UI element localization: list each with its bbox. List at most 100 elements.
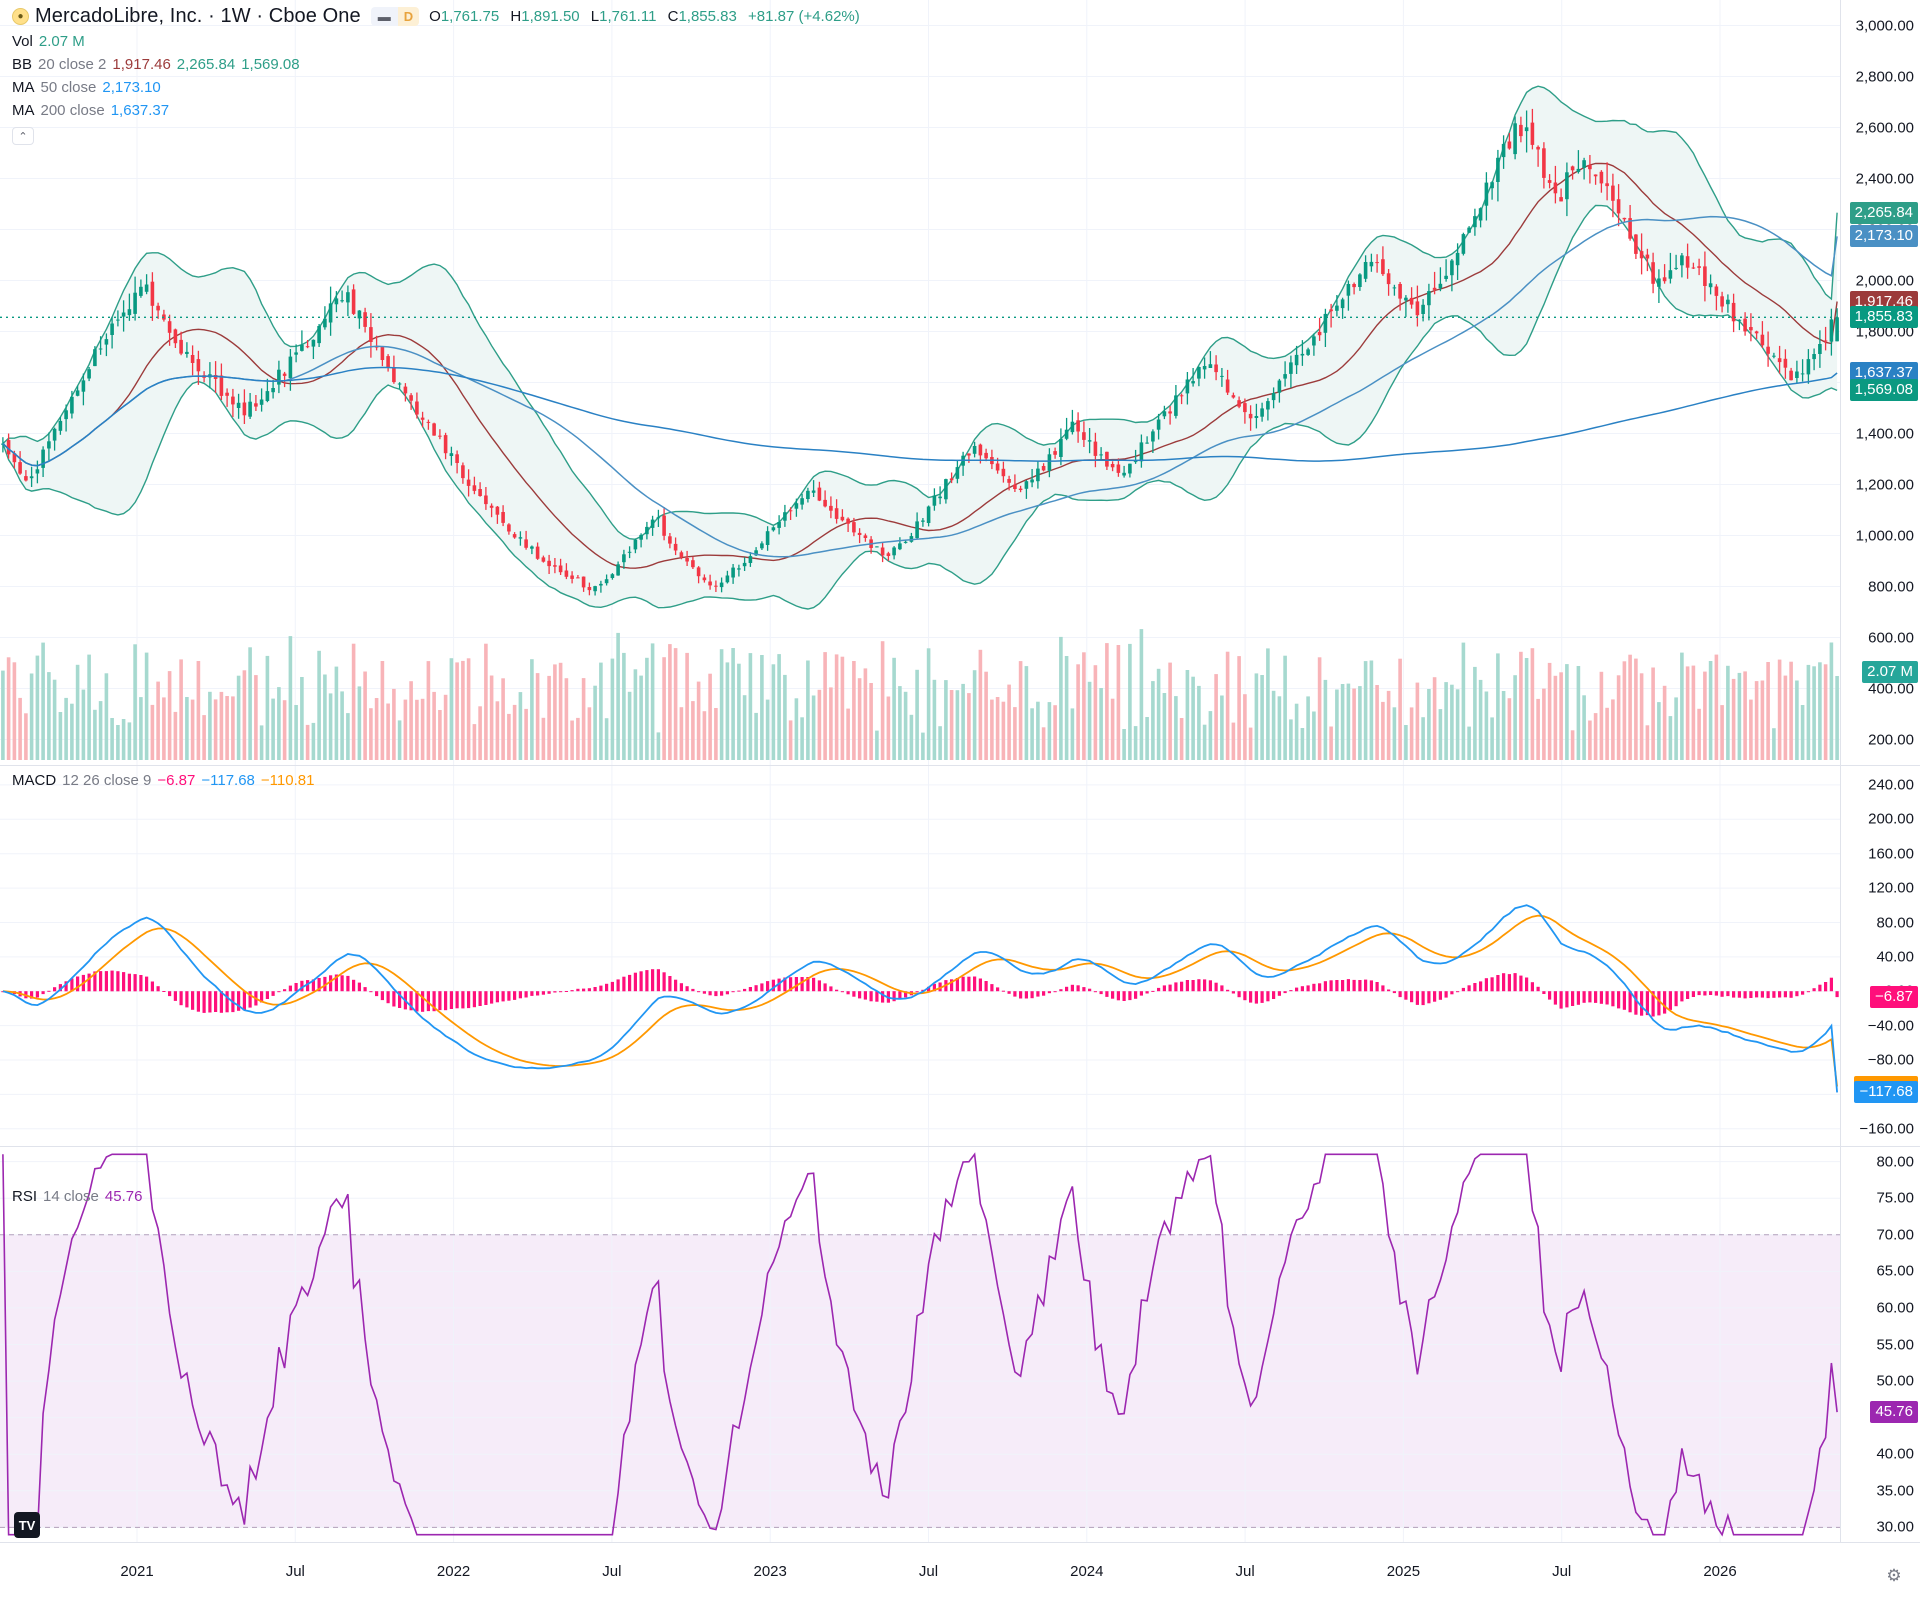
macd-axis-tick: 40.00	[1876, 948, 1914, 966]
bb-indicator-name: BB	[12, 56, 33, 73]
pane-divider-rsi[interactable]	[0, 1146, 1920, 1147]
symbol-row[interactable]: ● MercadoLibre, Inc. · 1W · Cboe One ▬ D…	[12, 5, 860, 27]
rsi-indicator-params: 14 close	[43, 1188, 99, 1205]
ma200-indicator-name: MA	[12, 102, 35, 119]
ohlc-l-value: 1,761.11	[599, 8, 657, 25]
ma200-indicator-params: 200 close	[40, 102, 105, 119]
price-axis-tag[interactable]: 2,173.10	[1849, 225, 1918, 248]
rsi-indicator-name: RSI	[12, 1188, 38, 1205]
volume-indicator-row[interactable]: Vol 2.07 M	[12, 31, 860, 52]
macd-axis-tick: 160.00	[1868, 845, 1914, 863]
price-axis-tag[interactable]: 1,569.08	[1849, 379, 1918, 402]
time-axis-tick: 2021	[120, 1563, 154, 1580]
volume-indicator-name: Vol	[12, 33, 33, 50]
rsi-axis-tick: 55.00	[1876, 1336, 1914, 1353]
ohlc-o-value: 1,761.75	[440, 8, 500, 25]
ohlc-c-label: C	[667, 8, 679, 25]
bb-indicator-params: 20 close 2	[38, 56, 107, 73]
price-axis-tick: 2,400.00	[1855, 170, 1914, 187]
volume-indicator-value: 2.07 M	[38, 33, 85, 50]
rsi-axis-tick: 75.00	[1876, 1189, 1914, 1207]
price-axis-tick: 2,600.00	[1855, 119, 1914, 136]
bb-upper-value: 2,265.84	[176, 56, 236, 73]
bb-indicator-row[interactable]: BB 20 close 2 1,917.46 2,265.84 1,569.08	[12, 54, 860, 75]
rsi-axis-tag[interactable]: 45.76	[1870, 1401, 1918, 1424]
price-axis-tick: 1,000.00	[1855, 527, 1914, 544]
time-axis[interactable]: 2021 Jul 2022 Jul 2023 Jul 2024 Jul 2025 Jul 2026	[0, 1542, 1920, 1600]
rsi-axis-tick: 30.00	[1876, 1518, 1914, 1536]
price-axis[interactable]: 3,000.002,800.002,600.002,400.002,200.00…	[1840, 0, 1920, 765]
tradingview-logo-icon[interactable]: TV	[14, 1512, 40, 1538]
macd-axis[interactable]: 240.00200.00160.00120.0080.0040.000.00−4…	[1840, 766, 1920, 1146]
chart-style-icon[interactable]: ▬	[370, 7, 398, 26]
macd-legend[interactable]: MACD 12 26 close 9 −6.87 −117.68 −110.81	[12, 770, 314, 791]
ohlc-h-value: 1,891.50	[521, 8, 580, 25]
rsi-chart-svg	[0, 1147, 1840, 1542]
ma200-indicator-row[interactable]: MA 200 close 1,637.37	[12, 100, 860, 121]
bb-lower-value: 1,569.08	[241, 56, 300, 73]
rsi-legend[interactable]: RSI 14 close 45.76	[12, 1186, 142, 1207]
price-pane-legend: ● MercadoLibre, Inc. · 1W · Cboe One ▬ D…	[12, 5, 860, 145]
ohlc-o-label: O	[429, 8, 441, 25]
price-axis-tick: 200.00	[1868, 731, 1914, 748]
price-axis-tick: 2,000.00	[1855, 272, 1914, 289]
price-axis-tick: 1,400.00	[1855, 425, 1914, 442]
macd-axis-tick: −160.00	[1859, 1120, 1914, 1138]
rsi-axis-tick: 60.00	[1876, 1299, 1914, 1317]
ma200-value: 1,637.37	[110, 102, 170, 119]
price-axis-tick: 3,000.00	[1855, 17, 1914, 34]
time-axis-tick: Jul	[1552, 1563, 1572, 1580]
price-axis-tick: 1,200.00	[1855, 476, 1914, 493]
macd-indicator-params: 12 26 close 9	[62, 772, 152, 789]
rsi-axis[interactable]: 80.0075.0070.0065.0060.0055.0050.0045.00…	[1840, 1147, 1920, 1542]
price-pane[interactable]	[0, 0, 1840, 765]
ohlc-change: +81.87 (+4.62%)	[748, 8, 860, 25]
price-axis-tag[interactable]: 2.07 M	[1862, 661, 1918, 683]
price-axis-tick: 600.00	[1868, 629, 1914, 646]
ohlc-l-label: L	[590, 8, 600, 25]
time-axis-tick: 2023	[753, 1563, 787, 1580]
macd-axis-tick: −40.00	[1867, 1017, 1914, 1035]
price-axis-tick: 400.00	[1868, 680, 1914, 697]
macd-axis-tag[interactable]: −117.68	[1854, 1081, 1918, 1104]
macd-pane[interactable]	[0, 766, 1840, 1146]
price-axis-tag[interactable]: 1,855.83	[1849, 306, 1918, 329]
time-axis-tick: Jul	[602, 1563, 622, 1580]
gear-icon[interactable]: ⚙	[1886, 1566, 1902, 1585]
macd-signal-value: −110.81	[260, 772, 315, 789]
mercadolibre-logo-icon: ●	[12, 8, 29, 25]
macd-axis-tick: −80.00	[1867, 1051, 1914, 1069]
price-axis-tag[interactable]: 1,637.37	[1849, 362, 1918, 384]
ma50-value: 2,173.10	[102, 79, 161, 96]
ma50-indicator-name: MA	[12, 79, 35, 96]
macd-axis-tick: 80.00	[1876, 914, 1914, 931]
collapse-legend-button[interactable]: ⌃	[12, 127, 34, 145]
pane-divider-macd[interactable]	[0, 765, 1920, 766]
macd-hist-value: −6.87	[157, 772, 196, 789]
macd-indicator-name: MACD	[12, 772, 57, 789]
rsi-value: 45.76	[104, 1188, 143, 1205]
session-badge[interactable]: D	[397, 7, 420, 26]
ma50-indicator-row[interactable]: MA 50 close 2,173.10	[12, 77, 860, 98]
ohlc-h-label: H	[510, 8, 522, 25]
rsi-pane[interactable]	[0, 1147, 1840, 1542]
macd-axis-tag[interactable]: −6.87	[1870, 986, 1918, 1009]
time-axis-tick: 2025	[1386, 1563, 1421, 1580]
price-axis-tick: 2,800.00	[1855, 68, 1914, 85]
price-axis-tag[interactable]: 2,265.84	[1849, 201, 1918, 224]
rsi-axis-tick: 40.00	[1876, 1445, 1914, 1463]
rsi-axis-tick: 35.00	[1876, 1482, 1914, 1500]
price-chart-svg	[0, 0, 1840, 765]
time-axis-tick: 2024	[1070, 1563, 1104, 1580]
macd-line-value: −117.68	[201, 772, 255, 789]
time-axis-tick: Jul	[1235, 1563, 1255, 1580]
time-axis-tick: 2026	[1703, 1563, 1737, 1580]
rsi-axis-tick: 65.00	[1876, 1262, 1914, 1280]
macd-axis-tick: 240.00	[1868, 776, 1914, 794]
ma50-indicator-params: 50 close	[40, 79, 97, 96]
symbol-title[interactable]: MercadoLibre, Inc. · 1W · Cboe One	[35, 5, 361, 27]
price-axis-tick: 800.00	[1868, 578, 1914, 595]
time-axis-tick: Jul	[285, 1563, 305, 1580]
macd-axis-tick: 200.00	[1868, 810, 1914, 828]
chart-type-badge[interactable]: ▬ D	[370, 7, 420, 26]
